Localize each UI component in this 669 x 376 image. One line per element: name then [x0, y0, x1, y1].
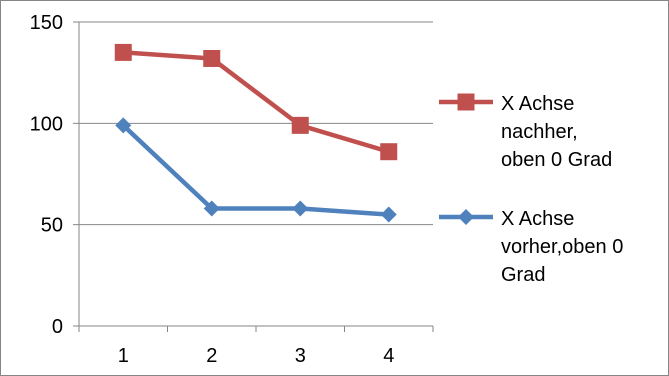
data-point: [203, 49, 221, 67]
legend-label: nachher,: [501, 121, 578, 143]
y-tick-label: 150: [30, 12, 63, 34]
data-point: [115, 117, 132, 134]
gridlines: [79, 21, 433, 226]
data-point: [114, 43, 132, 61]
x-tick-label: 4: [383, 345, 394, 367]
legend-label: X Achse: [501, 93, 574, 115]
series-lines: [121, 50, 390, 217]
series-line-1: [121, 123, 389, 217]
y-tick-label: 50: [41, 215, 63, 237]
legend-label: vorher,oben 0: [501, 236, 623, 258]
legend-key-marker: [457, 93, 475, 111]
axes: 0 50 100 150 1 2 3 4: [30, 12, 434, 367]
y-tick-label: 0: [52, 316, 63, 338]
data-point: [292, 200, 309, 217]
legend-key-marker: [458, 209, 474, 225]
x-tick-label: 2: [206, 345, 217, 367]
x-tick-label: 3: [295, 345, 306, 367]
data-point: [203, 200, 220, 217]
legend-label: X Achse: [501, 208, 574, 230]
legend-label: oben 0 Grad: [501, 149, 612, 171]
data-point: [291, 116, 309, 134]
series-markers: [114, 43, 398, 223]
legend: X Achse nachher, oben 0 Grad X Achse vorher,…: [439, 93, 623, 286]
data-point: [380, 206, 397, 223]
series-line-0: [123, 50, 390, 154]
x-tick-label: 1: [118, 345, 129, 367]
data-point: [380, 143, 398, 161]
legend-label: Grad: [501, 264, 545, 286]
y-tick-label: 100: [30, 113, 63, 135]
